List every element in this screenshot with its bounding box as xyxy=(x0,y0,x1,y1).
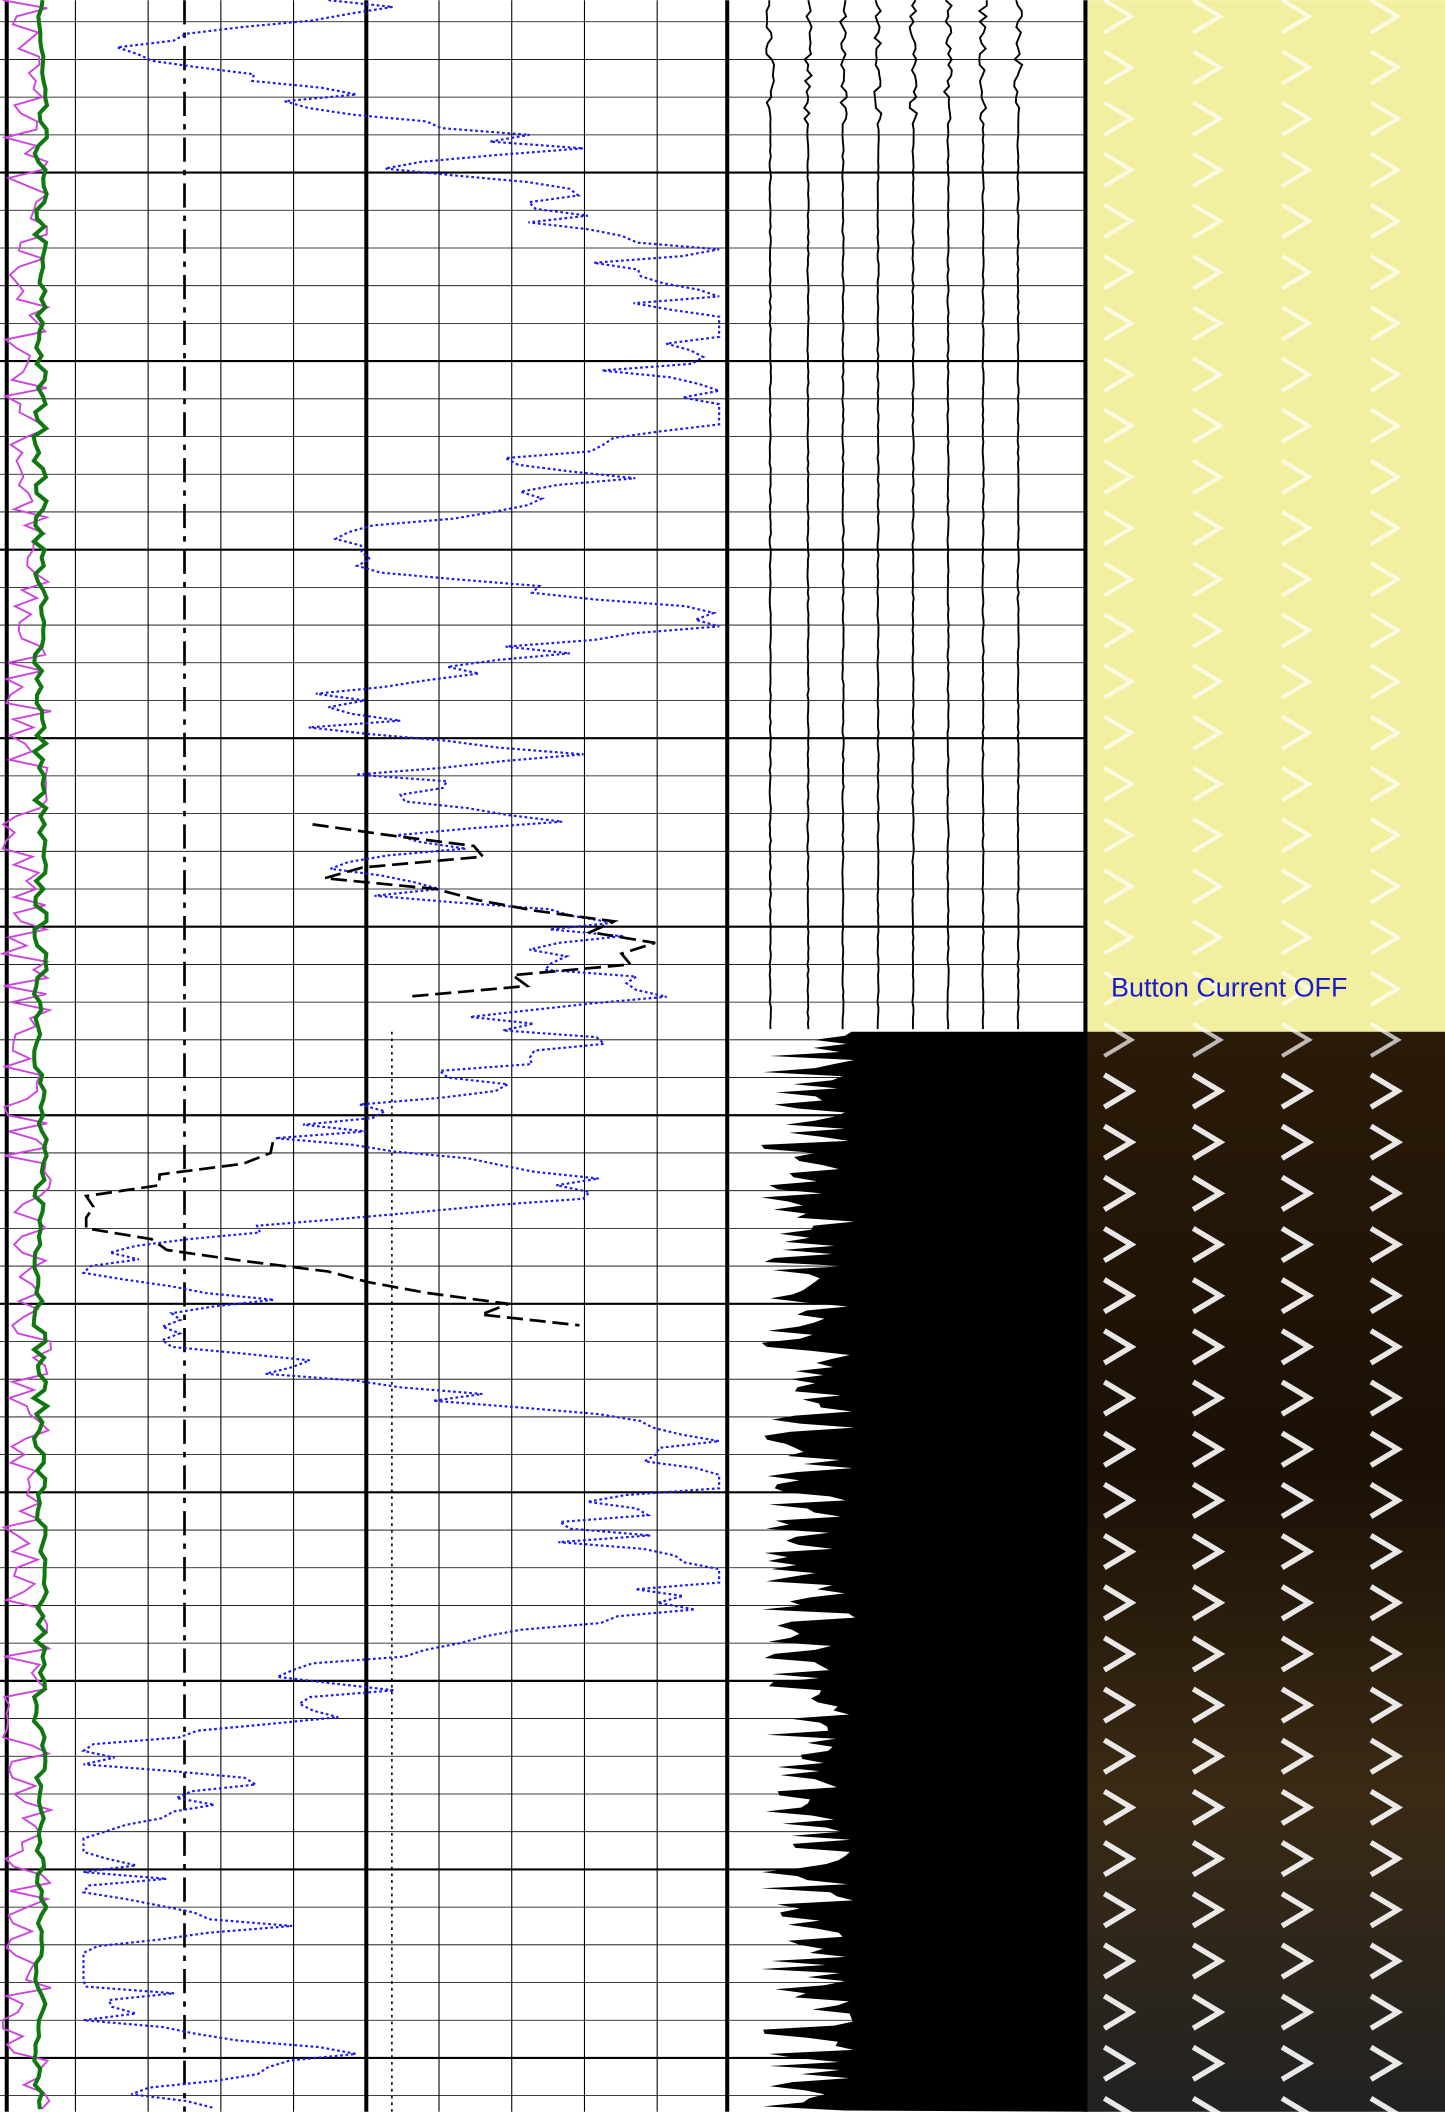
image-track-on xyxy=(1085,1032,1445,2112)
image-track-off xyxy=(1085,0,1445,1032)
well-log: Button Current OFF xyxy=(0,0,1445,2112)
page: Button Current OFF (() => { const data =… xyxy=(0,0,1445,2112)
annotation: Button Current OFF xyxy=(1111,973,1347,1003)
